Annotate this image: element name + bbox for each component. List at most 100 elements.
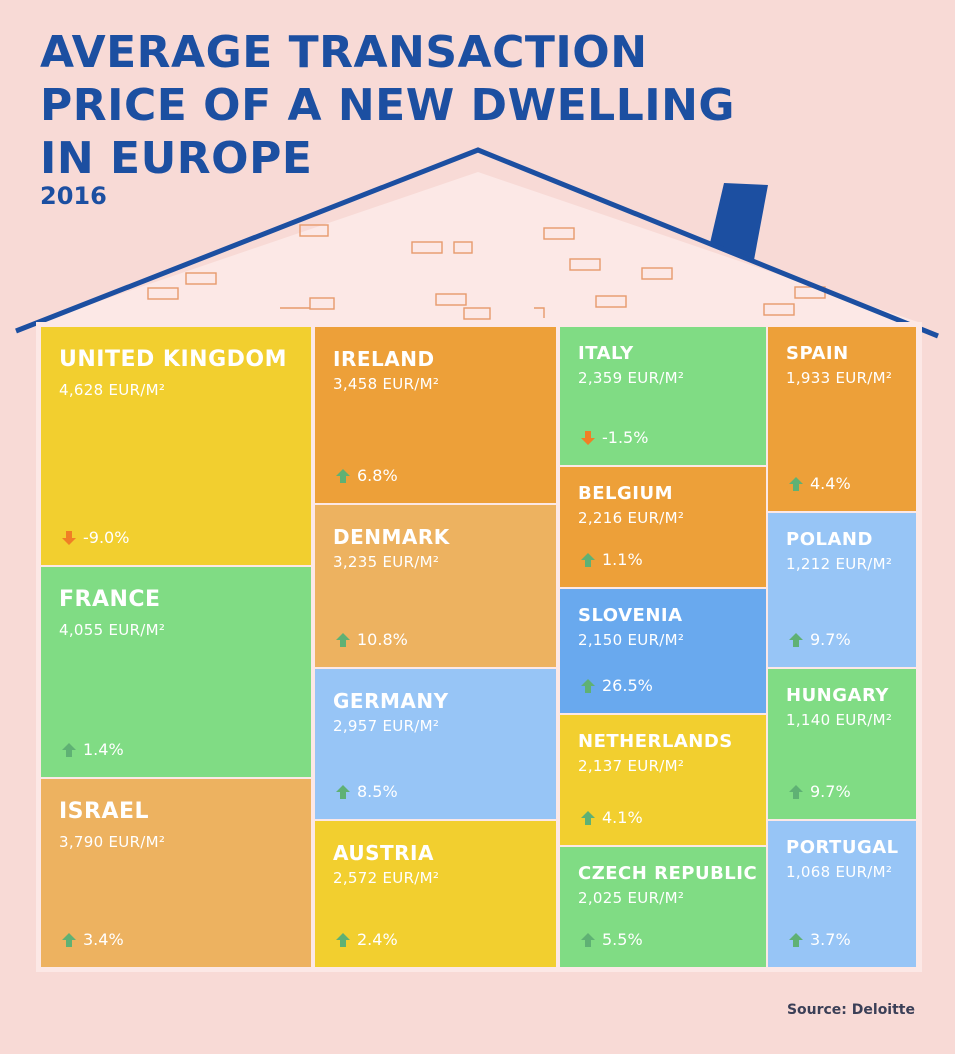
treemap-cell-israel: ISRAEL 3,790 EUR/M² 3.4%	[41, 779, 311, 967]
change-label: 3.7%	[810, 930, 851, 949]
arrow-up-icon	[580, 552, 596, 568]
arrow-up-icon	[788, 632, 804, 648]
treemap-cell-netherlands: NETHERLANDS 2,137 EUR/M² 4.1%	[560, 715, 766, 845]
change-label: -1.5%	[602, 428, 649, 447]
change-indicator: 1.1%	[580, 550, 643, 569]
arrow-up-icon	[335, 468, 351, 484]
arrow-down-icon	[61, 530, 77, 546]
price-label: 2,957 EUR/M²	[333, 717, 440, 735]
treemap-cell-portugal: PORTUGAL 1,068 EUR/M² 3.7%	[768, 821, 916, 967]
arrow-up-icon	[788, 476, 804, 492]
change-indicator: -9.0%	[61, 528, 129, 547]
price-label: 3,235 EUR/M²	[333, 553, 440, 571]
treemap-cell-czech-republic: CZECH REPUBLIC 2,025 EUR/M² 5.5%	[560, 847, 766, 967]
country-label: DENMARK	[333, 525, 450, 549]
change-label: -9.0%	[83, 528, 130, 547]
change-label: 9.7%	[810, 630, 851, 649]
change-label: 4.1%	[602, 808, 643, 827]
change-label: 8.5%	[357, 782, 398, 801]
country-label: CZECH REPUBLIC	[578, 863, 758, 884]
change-indicator: -1.5%	[580, 428, 648, 447]
treemap-cell-hungary: HUNGARY 1,140 EUR/M² 9.7%	[768, 669, 916, 819]
country-label: SLOVENIA	[578, 605, 683, 626]
brick-pattern	[147, 224, 826, 320]
country-label: NETHERLANDS	[578, 731, 733, 752]
treemap-cell-ireland: IRELAND 3,458 EUR/M² 6.8%	[315, 327, 556, 503]
price-label: 2,216 EUR/M²	[578, 509, 685, 527]
roof-outline	[15, 147, 939, 339]
change-indicator: 6.8%	[335, 466, 398, 485]
price-label: 2,572 EUR/M²	[333, 869, 440, 887]
arrow-up-icon	[335, 784, 351, 800]
country-label: PORTUGAL	[786, 837, 899, 858]
country-label: FRANCE	[59, 587, 161, 612]
treemap-cell-united-kingdom: UNITED KINGDOM 4,628 EUR/M² -9.0%	[41, 327, 311, 565]
change-indicator: 5.5%	[580, 930, 643, 949]
price-label: 4,055 EUR/M²	[59, 621, 166, 639]
change-label: 26.5%	[602, 676, 653, 695]
price-label: 2,025 EUR/M²	[578, 889, 685, 907]
change-label: 2.4%	[357, 930, 398, 949]
country-label: ITALY	[578, 343, 634, 364]
country-label: BELGIUM	[578, 483, 673, 504]
country-label: AUSTRIA	[333, 841, 434, 865]
change-label: 1.4%	[83, 740, 124, 759]
country-label: HUNGARY	[786, 685, 889, 706]
change-indicator: 3.7%	[788, 930, 851, 949]
price-label: 1,140 EUR/M²	[786, 711, 893, 729]
price-label: 1,933 EUR/M²	[786, 369, 893, 387]
change-label: 5.5%	[602, 930, 643, 949]
change-indicator: 8.5%	[335, 782, 398, 801]
change-label: 4.4%	[810, 474, 851, 493]
price-label: 4,628 EUR/M²	[59, 381, 166, 399]
country-label: UNITED KINGDOM	[59, 347, 287, 372]
treemap-cell-slovenia: SLOVENIA 2,150 EUR/M² 26.5%	[560, 589, 766, 713]
chart-title: AVERAGE TRANSACTION PRICE OF A NEW DWELL…	[40, 27, 736, 184]
price-label: 1,068 EUR/M²	[786, 863, 893, 881]
treemap-cell-denmark: DENMARK 3,235 EUR/M² 10.8%	[315, 505, 556, 667]
treemap-cell-france: FRANCE 4,055 EUR/M² 1.4%	[41, 567, 311, 777]
change-indicator: 4.1%	[580, 808, 643, 827]
change-indicator: 9.7%	[788, 782, 851, 801]
change-indicator: 3.4%	[61, 930, 124, 949]
change-label: 10.8%	[357, 630, 408, 649]
change-label: 9.7%	[810, 782, 851, 801]
change-indicator: 1.4%	[61, 740, 124, 759]
price-label: 3,790 EUR/M²	[59, 833, 166, 851]
treemap-cell-germany: GERMANY 2,957 EUR/M² 8.5%	[315, 669, 556, 819]
roof-fill	[38, 172, 918, 322]
arrow-down-icon	[580, 430, 596, 446]
change-indicator: 2.4%	[335, 930, 398, 949]
chimney-icon	[710, 183, 768, 260]
country-label: GERMANY	[333, 689, 449, 713]
arrow-up-icon	[788, 932, 804, 948]
arrow-up-icon	[788, 784, 804, 800]
change-label: 6.8%	[357, 466, 398, 485]
arrow-up-icon	[335, 632, 351, 648]
price-label: 3,458 EUR/M²	[333, 375, 440, 393]
arrow-up-icon	[61, 932, 77, 948]
change-label: 1.1%	[602, 550, 643, 569]
arrow-up-icon	[335, 932, 351, 948]
change-indicator: 26.5%	[580, 676, 653, 695]
treemap-cell-italy: ITALY 2,359 EUR/M² -1.5%	[560, 327, 766, 465]
treemap-cell-belgium: BELGIUM 2,216 EUR/M² 1.1%	[560, 467, 766, 587]
arrow-up-icon	[61, 742, 77, 758]
price-label: 2,359 EUR/M²	[578, 369, 685, 387]
treemap: UNITED KINGDOM 4,628 EUR/M² -9.0% FRANCE 4,0…	[36, 322, 922, 972]
house-roof-illustration	[15, 147, 939, 339]
country-label: POLAND	[786, 529, 873, 550]
change-label: 3.4%	[83, 930, 124, 949]
price-label: 2,150 EUR/M²	[578, 631, 685, 649]
price-label: 1,212 EUR/M²	[786, 555, 893, 573]
change-indicator: 10.8%	[335, 630, 408, 649]
chart-subtitle: 2016	[40, 182, 107, 210]
arrow-up-icon	[580, 810, 596, 826]
source-note: Source: Deloitte	[786, 1002, 915, 1018]
change-indicator: 4.4%	[788, 474, 851, 493]
treemap-cell-austria: AUSTRIA 2,572 EUR/M² 2.4%	[315, 821, 556, 967]
country-label: IRELAND	[333, 347, 435, 371]
arrow-up-icon	[580, 932, 596, 948]
price-label: 2,137 EUR/M²	[578, 757, 685, 775]
arrow-up-icon	[580, 678, 596, 694]
